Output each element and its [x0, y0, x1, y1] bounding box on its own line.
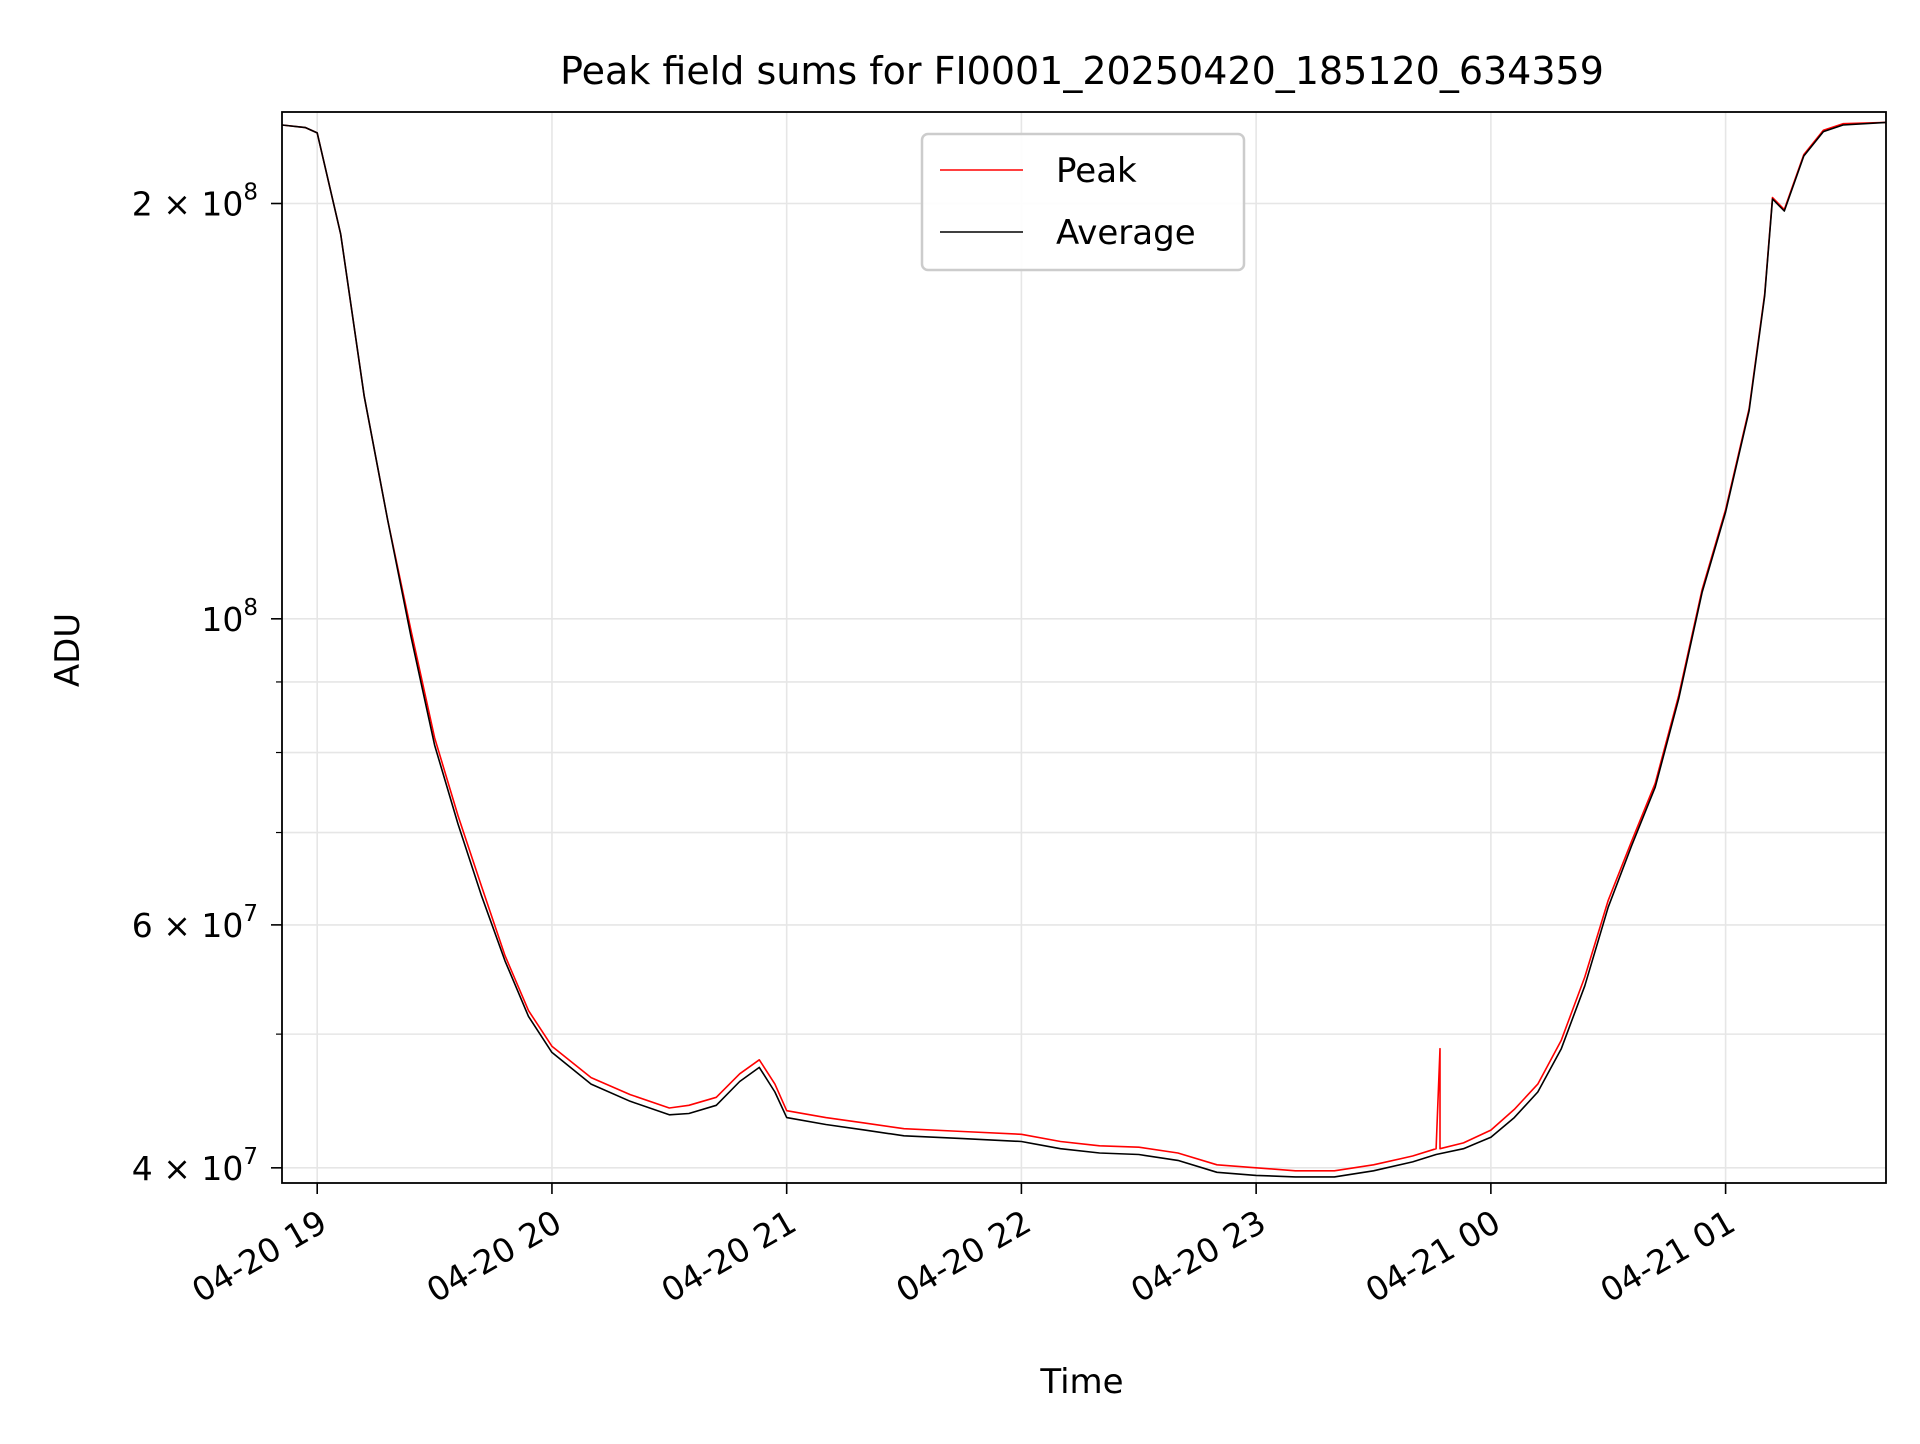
legend-label-average: Average — [1056, 213, 1196, 253]
y-tick-label: 2 × 108 — [132, 180, 258, 224]
legend-box — [920, 132, 1246, 272]
legend: Peak Average — [920, 132, 1246, 272]
y-tick-label: 108 — [201, 595, 258, 639]
y-axis-label: ADU — [48, 613, 88, 687]
x-axis-label: Time — [1039, 1362, 1123, 1402]
y-axis: 4 × 107 6 × 107 108 2 × 108 — [132, 180, 282, 1188]
chart-title: Peak field sums for FI0001_20250420_1851… — [560, 49, 1604, 93]
y-tick-label: 6 × 107 — [132, 901, 258, 945]
series-layer — [282, 121, 1886, 1178]
legend-label-peak: Peak — [1056, 151, 1137, 191]
plot-frame — [281, 111, 1887, 1184]
series-line-average — [282, 121, 1886, 1178]
y-tick-label: 4 × 107 — [132, 1144, 258, 1188]
